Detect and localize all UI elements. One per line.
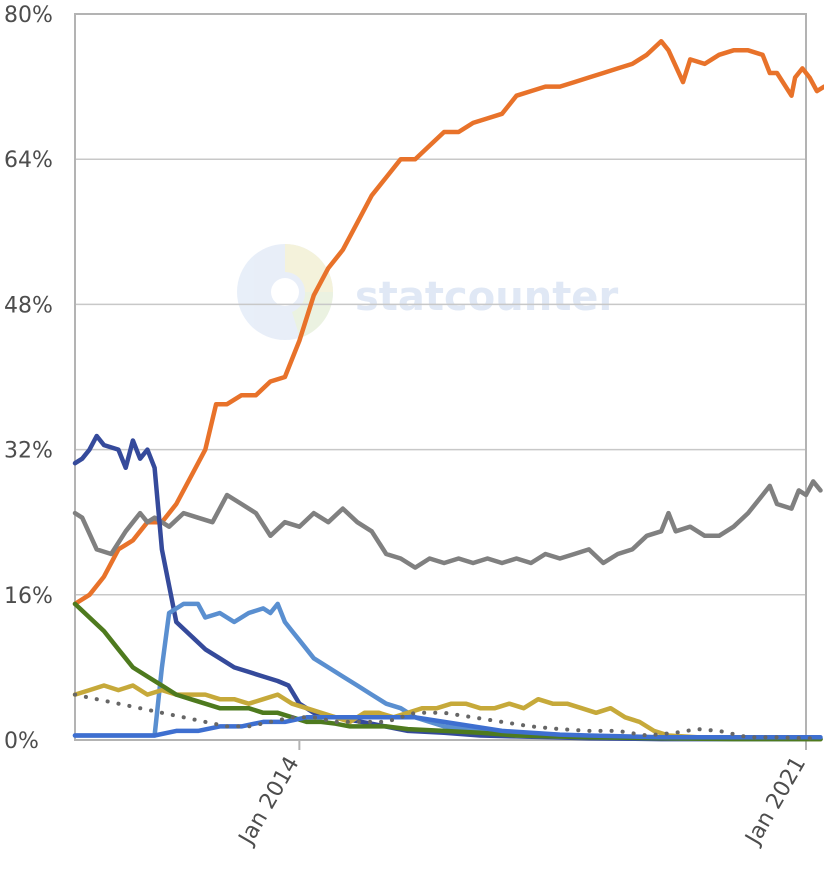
y-tick-label: 16% [4, 584, 53, 609]
axes: 0% 16% 32% 48% 64% 80% Jan 2014 Jan 2021 [4, 3, 811, 851]
statcounter-watermark: statcounter [237, 244, 618, 340]
series-line-2 [72, 479, 823, 570]
y-tick-label: 32% [4, 439, 53, 464]
watermark-text: statcounter [355, 274, 618, 320]
plot-frame [74, 13, 807, 741]
series-line-8 [73, 692, 823, 741]
y-tick-label: 48% [4, 293, 53, 318]
series-line-6 [72, 601, 823, 742]
series-line-4 [72, 601, 823, 742]
series-line-1 [72, 38, 824, 607]
x-tick-label: Jan 2014 [233, 753, 304, 851]
series-group [72, 38, 824, 742]
y-tick-label: 80% [4, 3, 53, 28]
x-tick-label: Jan 2021 [740, 753, 811, 851]
y-tick-label: 64% [4, 148, 53, 173]
y-tick-label: 0% [4, 729, 39, 754]
